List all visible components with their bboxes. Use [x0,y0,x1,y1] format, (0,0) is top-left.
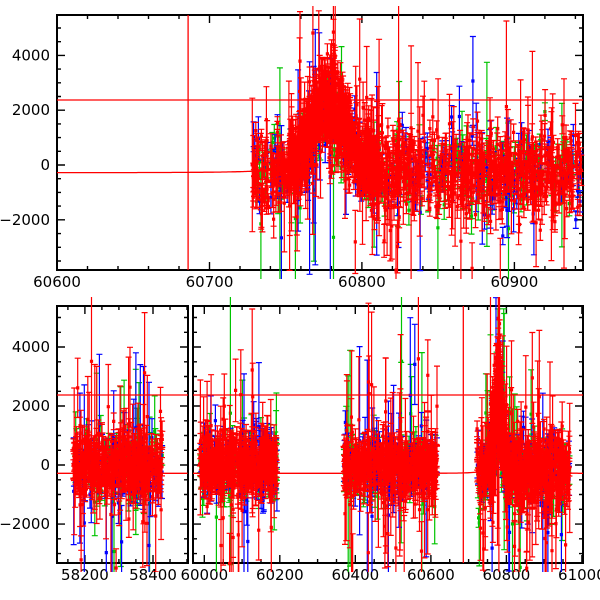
red-markers [198,316,572,570]
x-tick-label: 60800 [483,566,531,584]
model-curve [193,387,583,474]
axis-ticks [193,306,583,563]
y-tick-label: 0 [40,456,50,474]
y-tick-label: −2000 [0,211,50,229]
x-tick-label: 60900 [491,273,539,291]
panel-bottom-right: 600006020060400606006080061000 [180,297,600,584]
x-tick-label: 60700 [186,273,234,291]
data-layer-bottom-right [196,297,573,572]
x-tick-label: 60600 [33,273,81,291]
data-layer-bottom-left [70,297,166,572]
y-tick-label: 0 [40,156,50,174]
y-tick-label: −2000 [0,515,50,533]
y-tick-label: 4000 [12,46,50,64]
red-markers [250,30,583,272]
axis-box [56,14,584,271]
y-tick-label: 2000 [12,101,50,119]
y-tick-label: 2000 [12,397,50,415]
red-markers [71,359,164,570]
y-tick-label: 4000 [12,338,50,356]
x-tick-label: 61000 [558,566,600,584]
x-tick-label: 60800 [338,273,386,291]
model-curve [57,92,582,174]
axis-ticks [56,15,583,270]
panel-bottom-left: 58200 58400 −2000 0 2000 4000 [0,297,189,584]
data-layer-top [249,6,585,279]
x-tick-label: 60200 [256,566,304,584]
x-tick-label: 58400 [129,566,177,584]
panel-top: 60600 60700 60800 60900 −2000 0 2000 4000 [0,6,585,291]
x-tick-label: 58200 [61,566,109,584]
axis-box [56,305,189,564]
x-tick-label: 60600 [407,566,455,584]
